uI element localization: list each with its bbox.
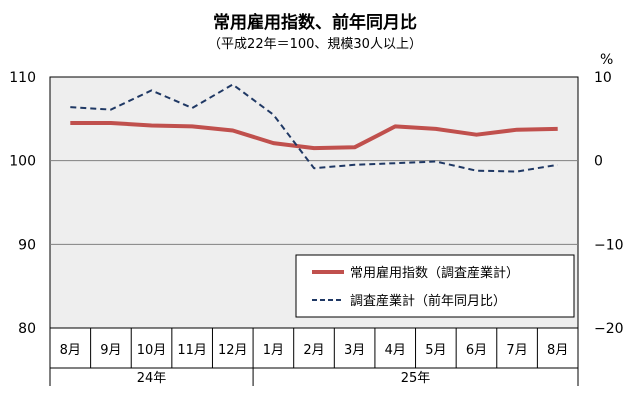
x-category-label: 8月 xyxy=(547,343,568,358)
x-category-label: 10月 xyxy=(137,343,167,358)
y-left-tick-label: 100 xyxy=(9,154,36,170)
legend-label-1: 常用雇用指数（調査産業計） xyxy=(350,265,519,281)
x-category-label: 12月 xyxy=(218,343,248,358)
legend-box xyxy=(295,254,575,318)
y-left-tick-label: 80 xyxy=(18,321,36,337)
series-line-2 xyxy=(70,83,558,173)
x-category-label: 3月 xyxy=(344,343,365,358)
year-group-label: 25年 xyxy=(401,371,431,386)
y-right-unit: % xyxy=(600,52,613,68)
legend-label-2: 調査産業計（前年同月比） xyxy=(350,293,506,309)
y-right-tick-label: −20 xyxy=(594,321,624,337)
x-category-label: 9月 xyxy=(100,343,121,358)
y-left-tick-label: 90 xyxy=(18,237,36,253)
x-category-label: 7月 xyxy=(506,343,527,358)
x-category-label: 5月 xyxy=(425,343,446,358)
y-right-tick-label: 0 xyxy=(594,154,603,170)
chart-subtitle: （平成22年＝100、規模30人以上） xyxy=(208,37,422,52)
y-right-tick-label: −10 xyxy=(594,237,624,253)
y-right-tick-label: 10 xyxy=(594,70,612,86)
year-group-label: 24年 xyxy=(137,371,167,386)
x-category-label: 1月 xyxy=(263,343,284,358)
x-category-label: 4月 xyxy=(385,343,406,358)
x-category-label: 8月 xyxy=(60,343,81,358)
x-category-label: 6月 xyxy=(466,343,487,358)
x-category-label: 11月 xyxy=(177,343,207,358)
series-line-1 xyxy=(70,121,558,151)
x-category-label: 2月 xyxy=(303,343,324,358)
chart-title: 常用雇用指数、前年同月比 xyxy=(213,13,417,33)
y-left-tick-label: 110 xyxy=(9,70,36,86)
